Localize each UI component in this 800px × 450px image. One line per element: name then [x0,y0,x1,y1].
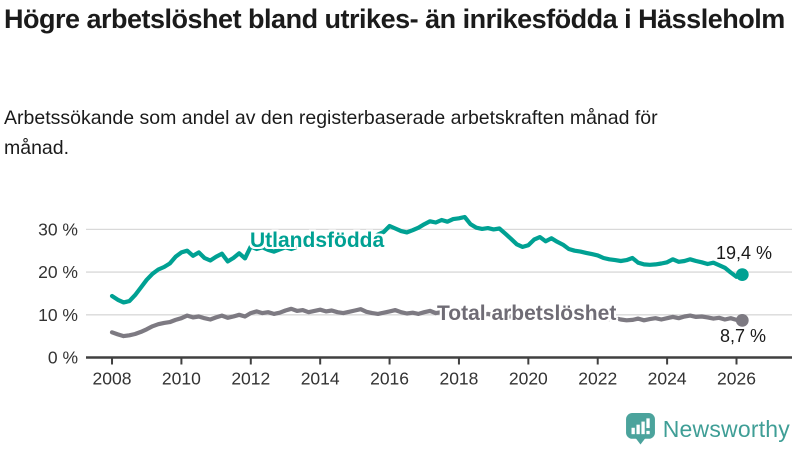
series-end-dot [735,268,749,282]
series-label-utlandsfodda: Utlandsfödda [250,229,385,252]
y-axis: 0 % 10 % 20 % 30 % [38,219,78,367]
end-value-label-utlandsfodda: 19,4 % [715,243,772,263]
x-tick-label: 2016 [370,369,409,389]
y-tick-label: 20 % [38,262,78,282]
y-tick-label: 0 % [48,348,78,368]
x-axis: 2008 2010 2012 2014 2016 2018 2020 2022 2024 2026 [86,356,792,389]
newsworthy-wordmark: Newsworthy [662,415,790,442]
x-tick-label: 2022 [578,369,617,389]
series-label-total-arbetsloshet: Total arbetslöshet [437,302,617,325]
x-tick-label: 2014 [301,369,340,389]
gridlines [86,228,792,316]
newsworthy-chart-bubble-icon [625,413,655,445]
y-tick-label: 10 % [38,305,78,325]
line-chart: 2008 2010 2012 2014 2016 2018 2020 2022 2024 2026… [38,214,792,389]
series-end-dot [735,313,749,327]
x-tick-label: 2012 [231,369,270,389]
end-value-label-total: 8,7 % [719,326,766,346]
y-tick-label: 30 % [38,219,78,239]
x-tick-label: 2024 [648,369,687,389]
x-tick-label: 2018 [439,369,478,389]
newsworthy-logo[interactable]: Newsworthy [625,413,790,445]
series-line-total-arbetsl-shet [109,306,745,339]
series-line-utlandsf-dda [109,214,745,305]
x-tick-label: 2008 [93,369,132,389]
chart-subtitle: Arbetssökande som andel av den registerb… [4,107,658,159]
chart-title: Högre arbetslöshet bland utrikes- än inr… [4,4,785,34]
x-tick-label: 2020 [509,369,548,389]
x-tick-label: 2010 [162,369,201,389]
x-tick-label: 2026 [717,369,756,389]
